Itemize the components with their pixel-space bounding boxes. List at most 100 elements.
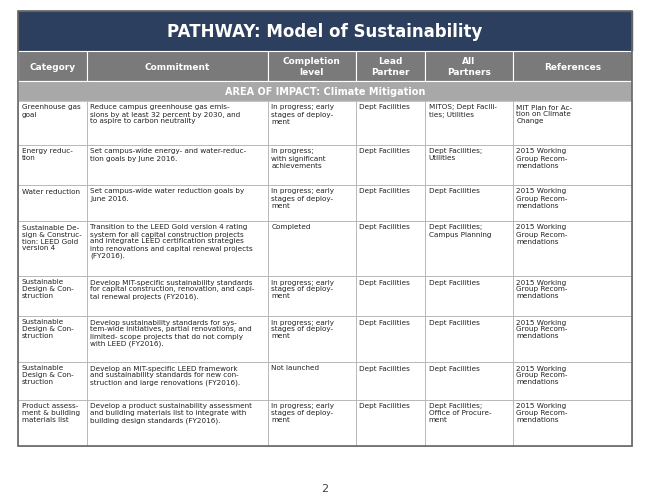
Text: Set campus-wide water reduction goals by
June 2016.: Set campus-wide water reduction goals by… — [90, 188, 244, 201]
Bar — [425, 52, 513, 82]
Bar — [86, 362, 268, 400]
Text: Completed: Completed — [272, 224, 311, 230]
Text: MIT Plan for Ac-
tion on Climate
Change: MIT Plan for Ac- tion on Climate Change — [516, 104, 573, 124]
Bar — [425, 277, 513, 316]
Bar — [425, 316, 513, 362]
Bar — [356, 221, 425, 277]
Bar — [513, 52, 632, 82]
Bar — [513, 316, 632, 362]
Text: Sustainable
Design & Con-
struction: Sustainable Design & Con- struction — [21, 319, 73, 339]
Text: Lead
Partner: Lead Partner — [371, 57, 410, 77]
Bar — [268, 277, 356, 316]
Text: 2015 Working
Group Recom-
mendations: 2015 Working Group Recom- mendations — [516, 188, 568, 208]
Text: References: References — [544, 63, 601, 71]
Bar — [356, 400, 425, 446]
Bar — [356, 316, 425, 362]
Text: Dept Facilities;
Campus Planning: Dept Facilities; Campus Planning — [428, 224, 491, 237]
Bar — [86, 186, 268, 221]
Text: In progress; early
stages of deploy-
ment: In progress; early stages of deploy- men… — [272, 104, 334, 124]
Text: Sustainable
Design & Con-
struction: Sustainable Design & Con- struction — [21, 279, 73, 299]
Bar — [86, 52, 268, 82]
Text: Water reduction: Water reduction — [21, 188, 79, 194]
Bar — [18, 146, 86, 186]
Bar — [18, 186, 86, 221]
Text: In progress; early
stages of deploy-
ment: In progress; early stages of deploy- men… — [272, 188, 334, 208]
Text: 2015 Working
Group Recom-
mendations: 2015 Working Group Recom- mendations — [516, 365, 568, 385]
Text: Reduce campus greenhouse gas emis-
sions by at least 32 percent by 2030, and
to : Reduce campus greenhouse gas emis- sions… — [90, 104, 240, 124]
Bar — [356, 186, 425, 221]
Bar — [18, 316, 86, 362]
Text: Dept Facilities: Dept Facilities — [428, 319, 480, 325]
Text: Product assess-
ment & building
materials list: Product assess- ment & building material… — [21, 403, 79, 423]
Bar — [18, 82, 632, 102]
Bar — [18, 221, 86, 277]
Text: In progress; early
stages of deploy-
ment: In progress; early stages of deploy- men… — [272, 279, 334, 299]
Bar — [268, 52, 356, 82]
Bar — [86, 277, 268, 316]
Bar — [18, 400, 86, 446]
Bar — [513, 221, 632, 277]
Text: Completion
level: Completion level — [283, 57, 341, 77]
Bar — [356, 277, 425, 316]
Bar — [268, 316, 356, 362]
Bar — [425, 186, 513, 221]
Text: Transition to the LEED Gold version 4 rating
system for all capital construction: Transition to the LEED Gold version 4 ra… — [90, 224, 253, 259]
Text: Develop sustainability standards for sys-
tem-wide initiatives, partial renovati: Develop sustainability standards for sys… — [90, 319, 252, 346]
Bar — [18, 102, 86, 146]
Text: Sustainable De-
sign & Construc-
tion: LEED Gold
version 4: Sustainable De- sign & Construc- tion: L… — [21, 224, 81, 251]
Text: All
Partners: All Partners — [447, 57, 491, 77]
Text: AREA OF IMPACT: Climate Mitigation: AREA OF IMPACT: Climate Mitigation — [225, 87, 425, 97]
Text: Dept Facilities: Dept Facilities — [359, 319, 410, 325]
Text: Dept Facilities: Dept Facilities — [428, 365, 480, 371]
Bar — [513, 400, 632, 446]
Bar — [86, 102, 268, 146]
Bar — [513, 102, 632, 146]
Text: Dept Facilities;
Utilities: Dept Facilities; Utilities — [428, 148, 482, 161]
Bar — [18, 277, 86, 316]
Bar — [513, 146, 632, 186]
Text: Dept Facilities: Dept Facilities — [359, 224, 410, 230]
Bar — [18, 12, 632, 446]
Text: 2: 2 — [322, 483, 328, 493]
Text: Energy reduc-
tion: Energy reduc- tion — [21, 148, 72, 161]
Text: Not launched: Not launched — [272, 365, 320, 371]
Bar — [356, 52, 425, 82]
Text: Develop MIT-specific sustainability standards
for capital construction, renovati: Develop MIT-specific sustainability stan… — [90, 279, 255, 300]
Text: Dept Facilities: Dept Facilities — [428, 188, 480, 194]
Text: Dept Facilities;
Office of Procure-
ment: Dept Facilities; Office of Procure- ment — [428, 403, 491, 423]
Bar — [425, 146, 513, 186]
Bar — [18, 52, 86, 82]
Text: Dept Facilities: Dept Facilities — [359, 104, 410, 110]
Text: Dept Facilities: Dept Facilities — [359, 148, 410, 154]
Text: MITOS; Dept Facili-
ties; Utilities: MITOS; Dept Facili- ties; Utilities — [428, 104, 497, 117]
Bar — [86, 221, 268, 277]
Bar — [425, 221, 513, 277]
Bar — [268, 400, 356, 446]
Bar — [356, 362, 425, 400]
Bar — [18, 362, 86, 400]
Bar — [356, 102, 425, 146]
Bar — [268, 146, 356, 186]
Text: Sustainable
Design & Con-
struction: Sustainable Design & Con- struction — [21, 365, 73, 385]
Text: 2015 Working
Group Recom-
mendations: 2015 Working Group Recom- mendations — [516, 403, 568, 423]
Text: Dept Facilities: Dept Facilities — [359, 188, 410, 194]
Bar — [425, 362, 513, 400]
Text: Develop a product sustainability assessment
and building materials list to integ: Develop a product sustainability assessm… — [90, 403, 252, 423]
Bar — [268, 186, 356, 221]
Text: Set campus-wide energy- and water-reduc-
tion goals by June 2016.: Set campus-wide energy- and water-reduc-… — [90, 148, 246, 161]
Text: Commitment: Commitment — [145, 63, 210, 71]
Bar — [425, 102, 513, 146]
Bar — [86, 146, 268, 186]
Text: Greenhouse gas
goal: Greenhouse gas goal — [21, 104, 80, 117]
Bar — [268, 362, 356, 400]
Text: 2015 Working
Group Recom-
mendations: 2015 Working Group Recom- mendations — [516, 279, 568, 299]
Text: 2015 Working
Group Recom-
mendations: 2015 Working Group Recom- mendations — [516, 319, 568, 339]
Text: Dept Facilities: Dept Facilities — [359, 365, 410, 371]
Bar — [86, 316, 268, 362]
Text: PATHWAY: Model of Sustainability: PATHWAY: Model of Sustainability — [167, 23, 483, 41]
Bar — [513, 362, 632, 400]
Text: 2015 Working
Group Recom-
mendations: 2015 Working Group Recom- mendations — [516, 148, 568, 168]
Text: In progress; early
stages of deploy-
ment: In progress; early stages of deploy- men… — [272, 319, 334, 339]
Text: In progress; early
stages of deploy-
ment: In progress; early stages of deploy- men… — [272, 403, 334, 423]
Bar — [268, 102, 356, 146]
